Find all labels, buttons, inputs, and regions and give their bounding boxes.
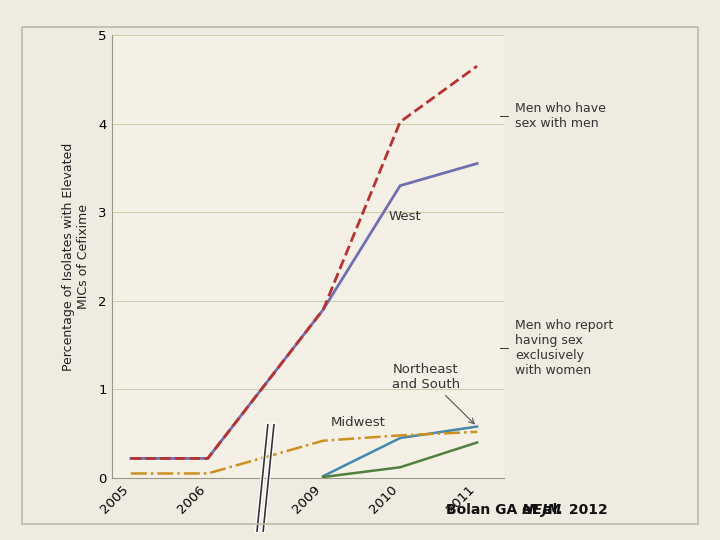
Text: Bolan GA et al.: Bolan GA et al. bbox=[446, 503, 568, 517]
Text: West: West bbox=[389, 210, 421, 223]
Text: Men who have
sex with men: Men who have sex with men bbox=[515, 102, 606, 130]
Text: 2012: 2012 bbox=[564, 503, 608, 517]
Text: Men who report
having sex
exclusively
with women: Men who report having sex exclusively wi… bbox=[515, 319, 613, 377]
Text: Midwest: Midwest bbox=[331, 416, 386, 429]
Y-axis label: Percentage of Isolates with Elevated
MICs of Cefixime: Percentage of Isolates with Elevated MIC… bbox=[62, 143, 90, 370]
Text: Northeast
and South: Northeast and South bbox=[392, 363, 474, 424]
Text: NEJM: NEJM bbox=[522, 503, 562, 517]
